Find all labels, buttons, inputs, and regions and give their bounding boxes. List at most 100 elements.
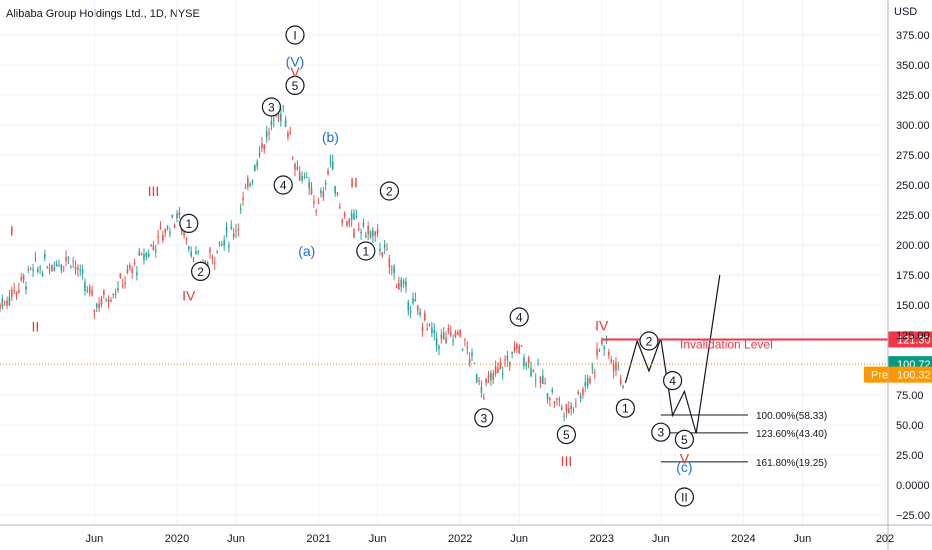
candle-body <box>121 285 124 287</box>
candle-body <box>405 281 407 287</box>
candle-body <box>485 378 487 383</box>
candle-body <box>268 133 270 135</box>
wave-label: 5 <box>563 428 570 442</box>
candle-body <box>388 258 391 268</box>
candle-body <box>34 257 37 259</box>
candle-body <box>251 181 254 183</box>
candle-body <box>537 363 539 366</box>
wave-circle <box>273 175 293 195</box>
candle-body <box>598 349 601 351</box>
candle-body <box>272 119 275 121</box>
candle-body <box>511 352 513 354</box>
candle-body <box>357 228 360 230</box>
candle-body <box>11 289 13 297</box>
candle-body <box>306 177 308 179</box>
candle-body <box>402 280 405 284</box>
candle-body <box>93 309 96 312</box>
candle-body <box>386 248 388 250</box>
wave-circle <box>509 307 529 327</box>
wave-circle <box>379 181 399 201</box>
candle-body <box>249 183 251 186</box>
candle-body <box>400 279 402 287</box>
candle-body <box>353 213 355 220</box>
wave-label: 2 <box>197 265 204 279</box>
invalidation-label: Invalidation Level <box>680 337 773 351</box>
y-tick-label: 0.0000 <box>896 480 930 492</box>
currency-label: USD <box>894 6 917 18</box>
candle-body <box>475 374 478 383</box>
candle-body <box>46 267 48 269</box>
wave-label: I <box>293 29 296 43</box>
candle-body <box>206 262 209 267</box>
candle-body <box>143 254 145 261</box>
candle-body <box>516 344 518 349</box>
candle-body <box>539 376 542 383</box>
wave-circle <box>356 241 376 261</box>
candle-body <box>152 245 155 250</box>
candle-body <box>296 166 299 170</box>
candle-body <box>558 399 561 401</box>
candle-body <box>223 240 225 246</box>
candle-body <box>395 287 398 289</box>
candle-body <box>428 324 431 327</box>
candle-body <box>88 286 91 294</box>
y-tick-label: 75.00 <box>896 390 924 402</box>
candle-body <box>313 201 315 204</box>
candle-body <box>98 303 100 308</box>
wave-label: 4 <box>280 179 287 193</box>
wave-label: 2 <box>646 335 653 349</box>
candle-body <box>67 256 70 258</box>
candle-body <box>6 300 8 306</box>
candle-body <box>520 345 523 347</box>
candle-body <box>254 165 256 172</box>
candle-body <box>327 170 329 175</box>
candle-body <box>294 163 296 170</box>
candle-body <box>265 131 268 137</box>
wave-label: (c) <box>676 459 692 475</box>
candle-body <box>608 351 610 356</box>
candle-body <box>27 269 30 271</box>
candle-body <box>374 231 377 236</box>
candle-body <box>18 289 20 293</box>
fib-label: 100.00%(58.33) <box>756 411 827 422</box>
candle-body <box>577 392 579 394</box>
candle-body <box>324 182 327 185</box>
chart-grid <box>0 0 888 525</box>
candle-body <box>261 143 263 149</box>
x-tick-label: Jun <box>369 533 387 545</box>
candle-body <box>622 386 624 388</box>
candle-body <box>131 268 133 273</box>
candle-body <box>532 370 535 372</box>
x-tick-label: Jun <box>794 533 812 545</box>
candle-body <box>416 305 419 311</box>
candle-body <box>105 300 107 302</box>
candle-body <box>440 334 443 339</box>
candle-body <box>39 266 41 268</box>
candle-body <box>308 181 310 189</box>
candle-body <box>504 359 506 361</box>
candle-body <box>542 375 544 384</box>
candle-body <box>367 225 369 235</box>
y-tick-label: 275.00 <box>896 150 930 162</box>
candle-body <box>553 401 556 404</box>
candle-body <box>454 331 457 337</box>
candle-body <box>478 380 480 382</box>
wave-labels: IIIIIIIV12345(V)VI(a)(b)III21435IIIIV124… <box>10 25 695 507</box>
candle-body <box>582 389 584 396</box>
candle-body <box>426 328 428 330</box>
candle-body <box>36 268 39 272</box>
wave-circle <box>285 25 305 45</box>
candle-body <box>225 226 228 233</box>
candle-body <box>183 228 185 236</box>
candle-body <box>3 301 6 303</box>
candle-body <box>584 381 587 387</box>
candle-body <box>81 269 84 274</box>
y-tick-label: 225.00 <box>896 210 930 222</box>
candle-body <box>419 311 421 315</box>
candle-body <box>431 327 433 333</box>
candle-body <box>44 253 46 258</box>
candle-body <box>605 341 608 343</box>
candle-body <box>506 356 509 360</box>
candle-body <box>341 220 343 223</box>
